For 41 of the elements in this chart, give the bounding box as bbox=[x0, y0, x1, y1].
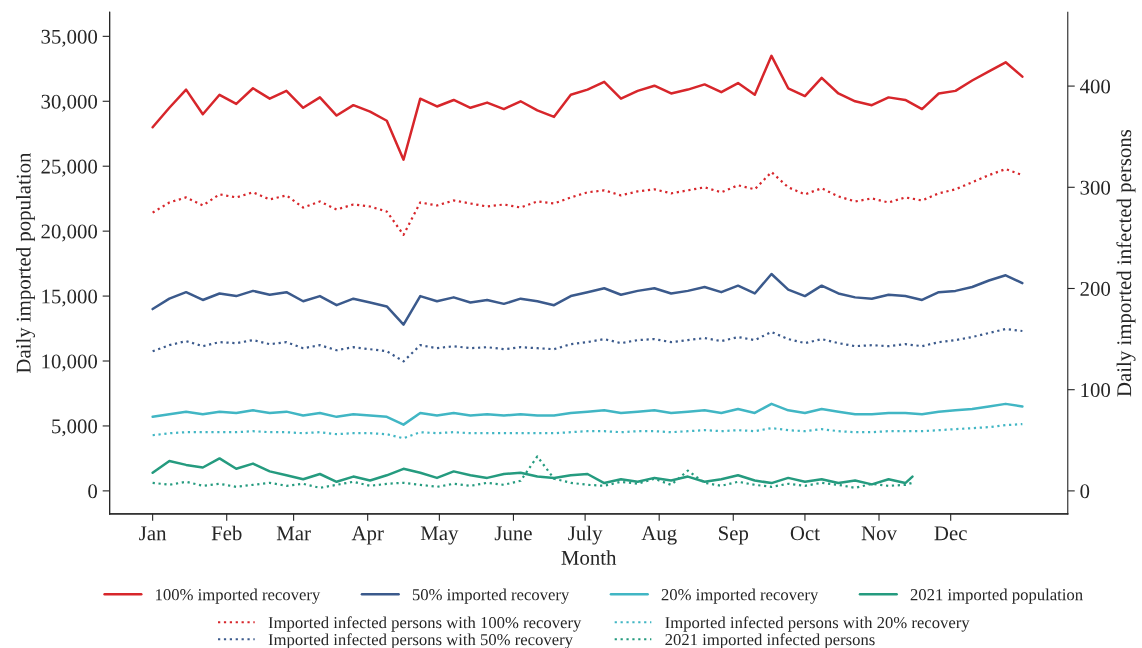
y-tick-label: 25,000 bbox=[41, 159, 98, 177]
y-tick-label: 30,000 bbox=[41, 94, 98, 112]
x-tick-label: Feb bbox=[211, 525, 242, 541]
y-axis-title: Daily imported population bbox=[16, 152, 35, 373]
y-tick-label: 5,000 bbox=[52, 419, 98, 437]
y2-tick-label: 0 bbox=[1080, 484, 1090, 499]
y2-tick-label: 100 bbox=[1081, 383, 1111, 398]
x-tick-label: Sep bbox=[719, 526, 749, 545]
x-tick-label: Oct bbox=[790, 526, 820, 541]
y-tick-label: 10,000 bbox=[42, 354, 98, 372]
y-tick-label: 20,000 bbox=[41, 224, 98, 242]
y-tick-label: 0 bbox=[88, 484, 98, 499]
x-tick-label: Aug bbox=[641, 526, 677, 545]
x-tick-label: June bbox=[494, 526, 532, 541]
line-series bbox=[151, 422, 1024, 440]
x-tick-label: May bbox=[420, 526, 459, 545]
legend-label: 50% imported recovery bbox=[412, 588, 570, 604]
x-axis-title: Month bbox=[561, 550, 617, 565]
legend-label: Imported infected persons with 100% recovery bbox=[268, 616, 582, 632]
y-tick-label: 35,000 bbox=[41, 29, 98, 47]
y2-tick-label: 200 bbox=[1080, 281, 1111, 296]
x-tick-label: Apr bbox=[351, 526, 384, 545]
x-tick-label: July bbox=[568, 525, 603, 545]
line-series bbox=[151, 272, 1024, 326]
legend-label: 20% imported recovery bbox=[661, 588, 819, 604]
legend-label: 2021 imported population bbox=[910, 588, 1083, 604]
y-tick-label: 15,000 bbox=[42, 289, 98, 307]
x-tick-label: Jan bbox=[139, 526, 167, 541]
legend-label: Imported infected persons with 20% recovery bbox=[665, 616, 970, 632]
x-tick-label: Mar bbox=[276, 526, 311, 541]
line-series bbox=[151, 402, 1024, 426]
x-tick-label: Nov bbox=[861, 526, 897, 541]
y2-tick-label: 400 bbox=[1079, 79, 1111, 94]
line-series bbox=[151, 54, 1024, 161]
y2-axis-title: Daily imported infected persons bbox=[1116, 129, 1136, 397]
legend-label: 100% imported recovery bbox=[156, 588, 321, 604]
x-tick-label: Dec bbox=[934, 526, 967, 541]
legend-label: 2021 imported infected persons bbox=[665, 633, 875, 648]
y2-tick-label: 300 bbox=[1080, 180, 1111, 195]
legend-label: Imported infected persons with 50% recovery bbox=[268, 633, 573, 648]
line-series bbox=[151, 327, 1024, 363]
